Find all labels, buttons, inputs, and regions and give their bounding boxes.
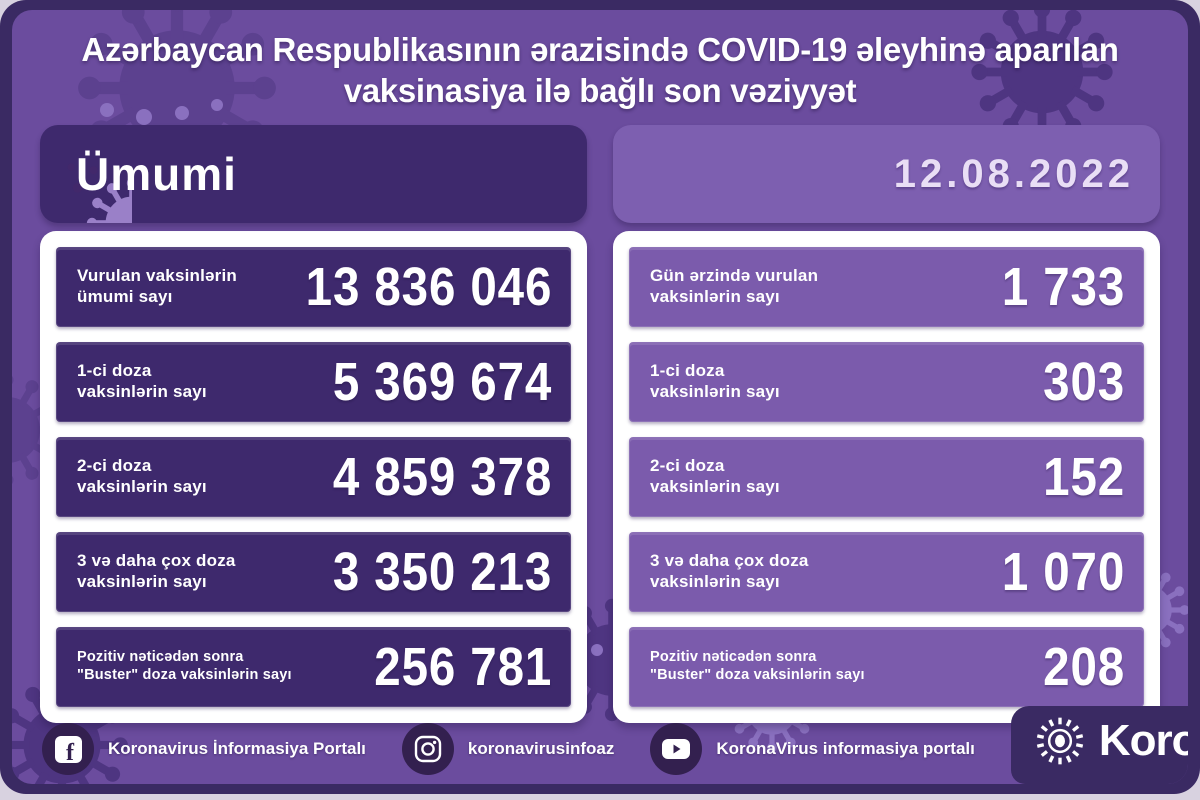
stat-value: 256 781 [374, 637, 552, 697]
stat-value: 13 836 046 [305, 257, 552, 317]
stat-label: Pozitiv nəticədən sonra "Buster" doza va… [650, 649, 865, 683]
facebook-label: Koronavirus İnformasiya Portalı [108, 739, 366, 758]
footer: f Koronavirus İnformasiya Portalı korona… [42, 706, 1188, 784]
stat-label: 2-ci doza vaksinlərin sayı [77, 456, 207, 496]
youtube-label: KoronaVirus informasiya portalı [716, 739, 975, 758]
totals-column: Ümumi Vurulan vaksinlərin ümumi sayı 13 … [40, 125, 587, 723]
stat-value: 152 [1043, 447, 1125, 507]
stat-value: 303 [1043, 352, 1125, 412]
youtube-icon [650, 723, 703, 775]
stat-label: Vurulan vaksinlərin ümumi sayı [77, 266, 238, 306]
instagram-icon [401, 723, 454, 775]
stat-row-dose3plus-total: 3 və daha çox doza vaksinlərin sayı 3 35… [56, 532, 571, 612]
stat-row-dose3plus-daily: 3 və daha çox doza vaksinlərin sayı 1 07… [629, 532, 1144, 612]
daily-panel: Gün ərzində vurulan vaksinlərin sayı 1 7… [613, 231, 1160, 723]
stat-value: 4 859 378 [332, 447, 552, 507]
logo-text: KoronaVirus [1098, 716, 1188, 765]
stat-value: 1 733 [1001, 257, 1125, 317]
youtube-link[interactable]: KoronaVirus informasiya portalı [650, 723, 975, 775]
stat-row-dose1-total: 1-ci doza vaksinlərin sayı 5 369 674 [56, 342, 571, 422]
facebook-icon: f [42, 723, 94, 775]
stat-row-total-vaccines: Vurulan vaksinlərin ümumi sayı 13 836 04… [56, 247, 571, 327]
stat-row-booster-daily: Pozitiv nəticədən sonra "Buster" doza va… [629, 627, 1144, 707]
stat-label: 3 və daha çox doza vaksinlərin sayı [77, 551, 236, 591]
stats-columns: Ümumi Vurulan vaksinlərin ümumi sayı 13 … [40, 125, 1160, 723]
totals-header: Ümumi [40, 125, 587, 223]
stat-label: Pozitiv nəticədən sonra "Buster" doza va… [77, 649, 292, 683]
page-title: Azərbaycan Respublikasının ərazisində CO… [81, 31, 1119, 109]
daily-column: 12.08.2022 Gün ərzində vurulan vaksinlər… [613, 125, 1160, 723]
virus-sun-icon [1036, 717, 1083, 765]
stat-label: Gün ərzində vurulan vaksinlərin sayı [650, 266, 819, 306]
stat-row-dose1-daily: 1-ci doza vaksinlərin sayı 303 [629, 342, 1144, 422]
facebook-link[interactable]: f Koronavirus İnformasiya Portalı [42, 723, 366, 775]
stat-label: 1-ci doza vaksinlərin sayı [77, 361, 207, 401]
stat-value: 5 369 674 [332, 352, 552, 412]
stat-label: 2-ci doza vaksinlərin sayı [650, 456, 780, 496]
daily-header: 12.08.2022 [613, 125, 1160, 223]
stat-row-dose2-total: 2-ci doza vaksinlərin sayı 4 859 378 [56, 437, 571, 517]
totals-panel: Vurulan vaksinlərin ümumi sayı 13 836 04… [40, 231, 587, 723]
stat-row-dose2-daily: 2-ci doza vaksinlərin sayı 152 [629, 437, 1144, 517]
instagram-label: koronavirusinfoaz [467, 739, 615, 758]
stat-label: 3 və daha çox doza vaksinlərin sayı [650, 551, 809, 591]
instagram-link[interactable]: koronavirusinfoaz [401, 723, 615, 775]
totals-header-label: Ümumi [76, 148, 237, 200]
stat-row-daily-vaccines: Gün ərzində vurulan vaksinlərin sayı 1 7… [629, 247, 1144, 327]
stat-row-booster-total: Pozitiv nəticədən sonra "Buster" doza va… [56, 627, 571, 707]
main-card: Azərbaycan Respublikasının ərazisində CO… [12, 10, 1188, 784]
date-label: 12.08.2022 [893, 151, 1134, 196]
stat-value: 3 350 213 [332, 542, 552, 602]
stat-value: 1 070 [1001, 542, 1125, 602]
stat-value: 208 [1043, 637, 1125, 697]
stat-label: 1-ci doza vaksinlərin sayı [650, 361, 780, 401]
